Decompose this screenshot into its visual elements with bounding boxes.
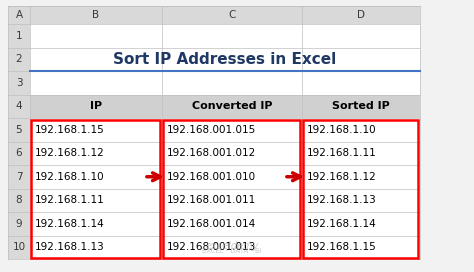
Text: 7: 7 — [16, 172, 22, 182]
Text: 1: 1 — [16, 31, 22, 41]
Text: IP: IP — [90, 101, 102, 111]
Bar — [302, 94, 420, 118]
Bar — [30, 71, 420, 94]
Text: 192.168.001.015: 192.168.001.015 — [167, 125, 256, 135]
Bar — [30, 48, 420, 71]
Text: 192.168.1.10: 192.168.1.10 — [35, 172, 105, 182]
Bar — [30, 94, 162, 118]
Text: 3: 3 — [16, 78, 22, 88]
Bar — [8, 48, 30, 71]
Bar — [30, 165, 420, 188]
Bar — [30, 188, 420, 212]
Text: 192.168.1.11: 192.168.1.11 — [307, 148, 377, 158]
Bar — [30, 94, 420, 118]
Bar — [162, 94, 302, 118]
Text: 9: 9 — [16, 219, 22, 229]
Bar — [8, 236, 30, 259]
Text: D: D — [357, 10, 365, 20]
Text: EXCEL · DATA · BI: EXCEL · DATA · BI — [202, 248, 262, 254]
Text: Converted IP: Converted IP — [192, 101, 272, 111]
Text: C: C — [228, 10, 236, 20]
Text: 192.168.1.13: 192.168.1.13 — [35, 242, 105, 252]
Text: exceldemy: exceldemy — [205, 241, 259, 251]
Text: 192.168.1.14: 192.168.1.14 — [35, 219, 105, 229]
Text: 2: 2 — [16, 54, 22, 64]
Text: 192.168.001.013: 192.168.001.013 — [167, 242, 256, 252]
Text: 192.168.1.10: 192.168.1.10 — [307, 125, 377, 135]
Text: 192.168.1.12: 192.168.1.12 — [35, 148, 105, 158]
Bar — [8, 24, 30, 48]
Text: 192.168.001.011: 192.168.001.011 — [167, 195, 256, 205]
Text: 192.168.1.15: 192.168.1.15 — [35, 125, 105, 135]
Bar — [8, 212, 30, 236]
Text: Sorted IP: Sorted IP — [332, 101, 390, 111]
Text: 10: 10 — [12, 242, 26, 252]
Bar — [8, 188, 30, 212]
Bar — [8, 71, 30, 94]
Bar — [8, 6, 420, 24]
Bar — [30, 212, 420, 236]
Bar — [30, 141, 420, 165]
Bar — [30, 236, 420, 259]
Text: 5: 5 — [16, 125, 22, 135]
Bar — [8, 94, 30, 118]
Text: 8: 8 — [16, 195, 22, 205]
Bar — [164, 119, 301, 258]
Bar — [8, 141, 30, 165]
Text: 192.168.001.012: 192.168.001.012 — [167, 148, 256, 158]
Text: 192.168.001.014: 192.168.001.014 — [167, 219, 256, 229]
Text: A: A — [16, 10, 23, 20]
Bar — [30, 118, 420, 141]
Bar — [303, 119, 419, 258]
Bar — [30, 24, 420, 48]
Bar — [8, 6, 420, 259]
Text: B: B — [92, 10, 100, 20]
Text: 192.168.1.13: 192.168.1.13 — [307, 195, 377, 205]
Bar — [31, 119, 161, 258]
Bar — [8, 165, 30, 188]
Text: 4: 4 — [16, 101, 22, 111]
Text: 192.168.1.14: 192.168.1.14 — [307, 219, 377, 229]
Text: 192.168.1.15: 192.168.1.15 — [307, 242, 377, 252]
Bar — [8, 118, 30, 141]
Text: 192.168.1.11: 192.168.1.11 — [35, 195, 105, 205]
Text: Sort IP Addresses in Excel: Sort IP Addresses in Excel — [113, 52, 337, 67]
Text: 192.168.001.010: 192.168.001.010 — [167, 172, 256, 182]
Text: 6: 6 — [16, 148, 22, 158]
Text: 192.168.1.12: 192.168.1.12 — [307, 172, 377, 182]
